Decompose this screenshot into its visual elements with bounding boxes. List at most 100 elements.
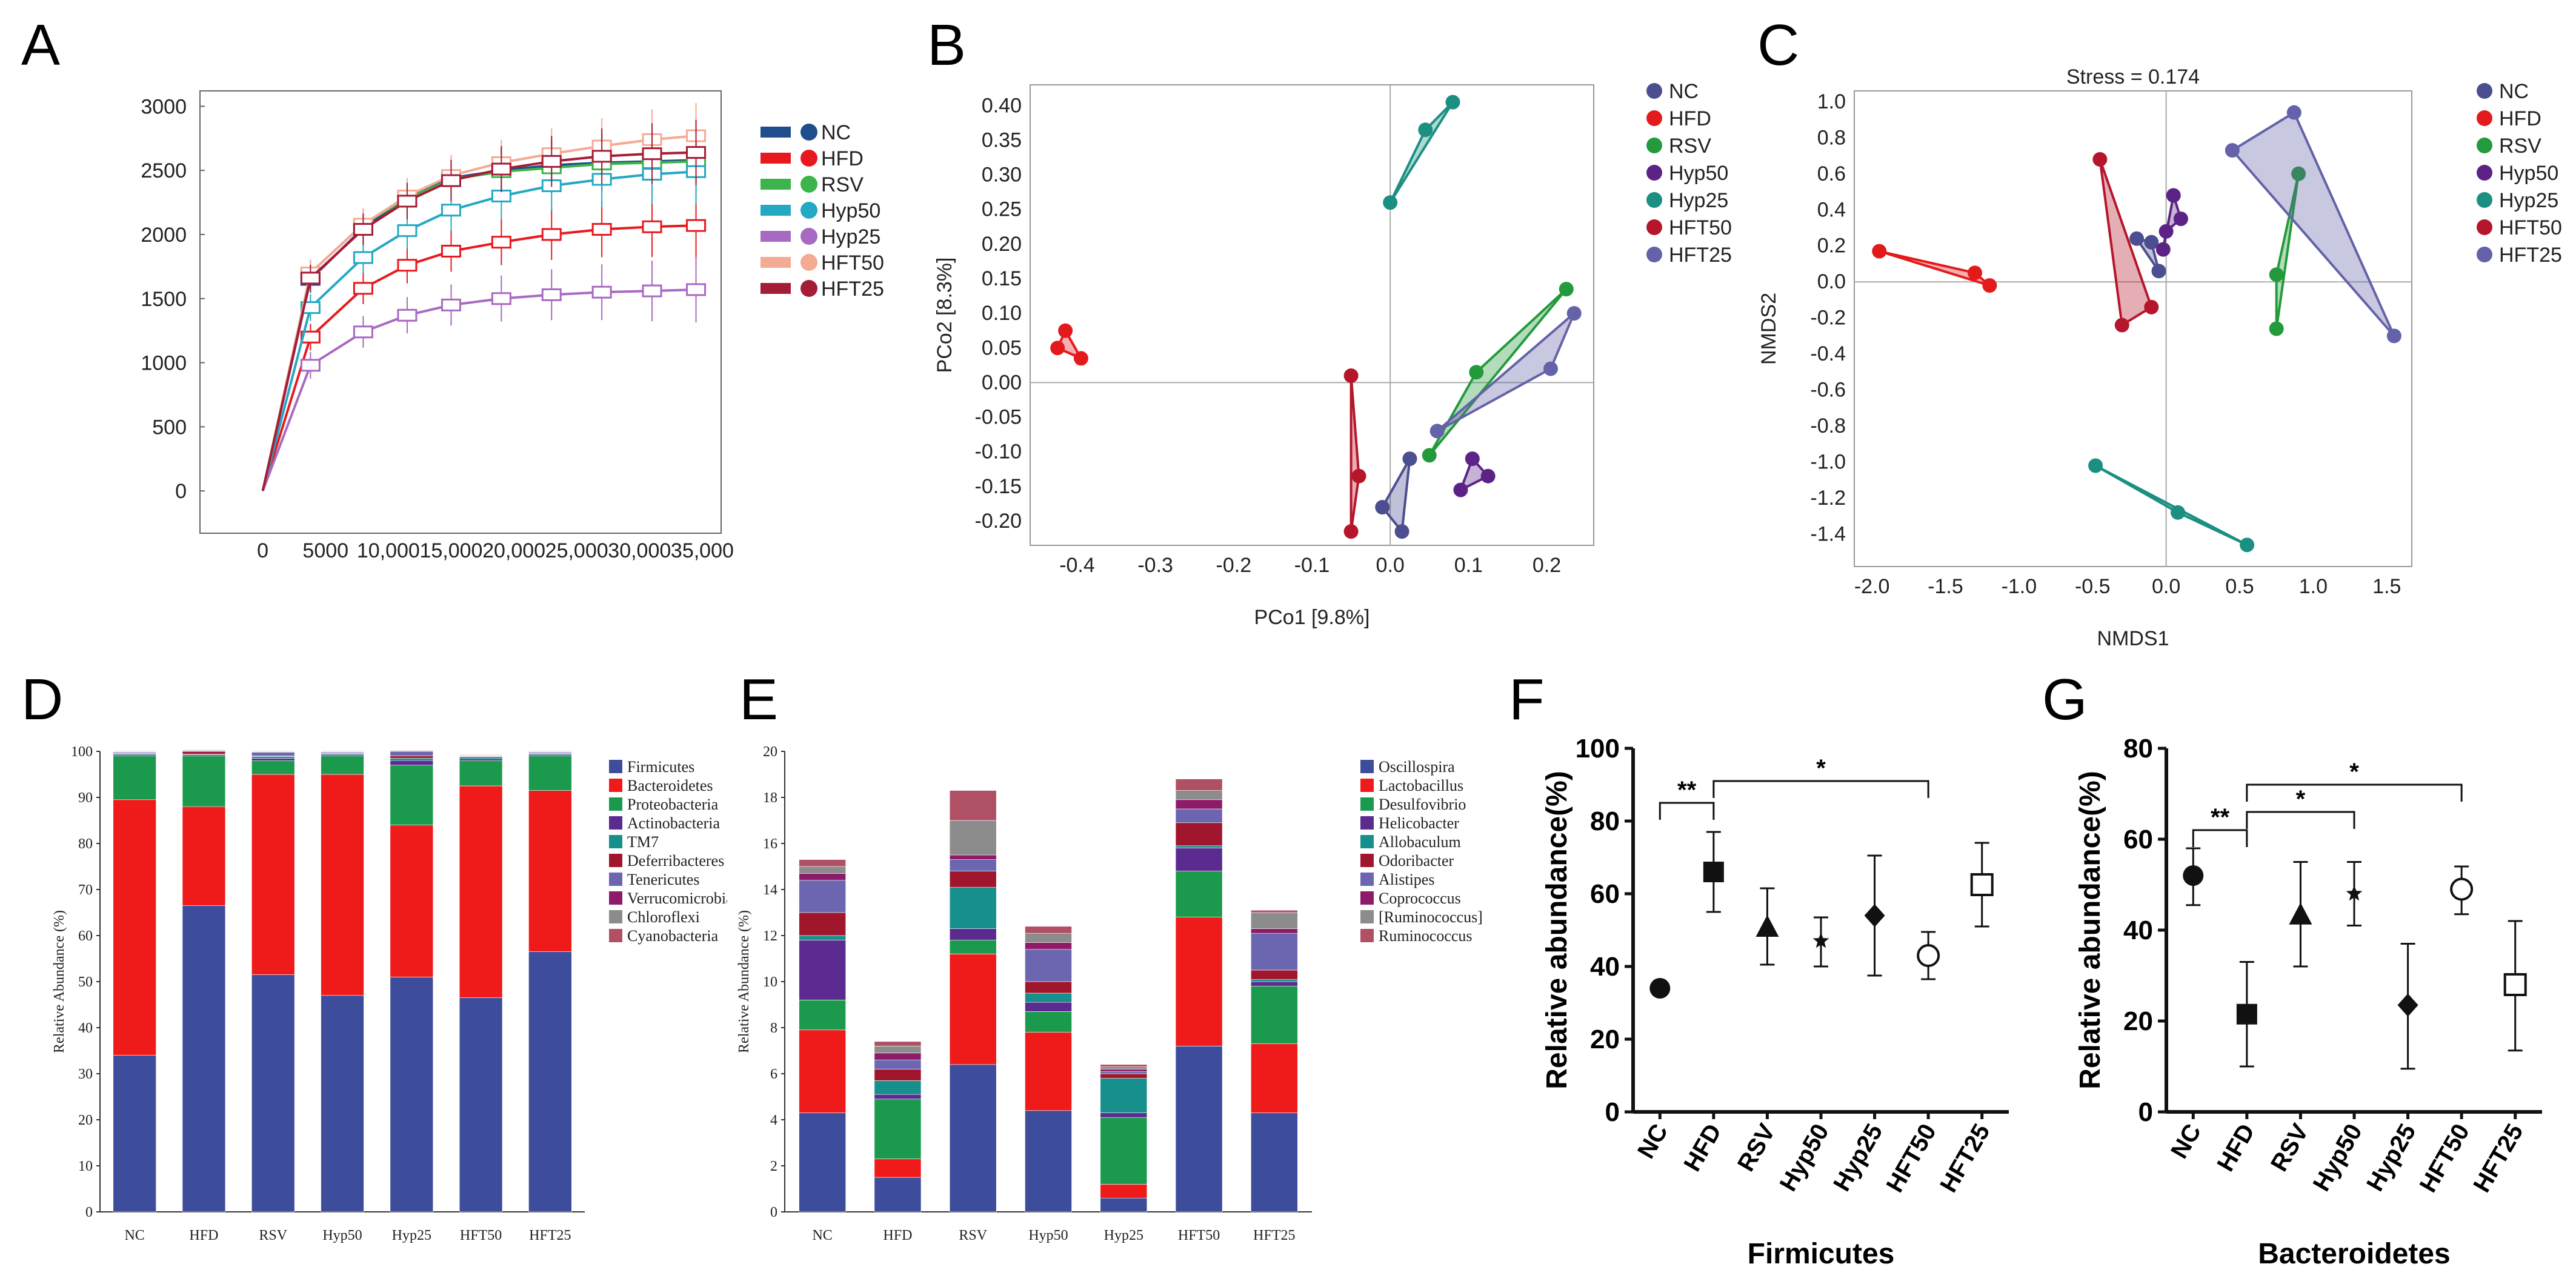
legend-label-firmicutes: Firmicutes [627,758,694,776]
legend-label-hfd: HFD [821,147,864,170]
group-rsv [1422,282,1574,463]
bar-segment-cyanobacteria [390,750,434,751]
legend-marker-hft25 [1646,247,1662,262]
y-tick-label: 30 [78,1066,93,1082]
legend-marker-hyp25 [2477,192,2492,208]
bar-segment-firmicutes [251,974,295,1212]
bar-rsv [251,750,295,1212]
bar-hyp50 [1025,926,1072,1212]
y-tick-label: 18 [763,790,777,806]
legend-label-rsv: RSV [1669,135,1711,158]
bar-segment-odoribacter [1100,1073,1148,1079]
y-tick-label: 80 [1590,806,1620,836]
point-hfd [2236,961,2257,1068]
point-hft25 [1566,306,1582,321]
legend-label-hft25: HFT25 [1669,244,1732,267]
bar-segment-odoribacter [1025,981,1072,994]
point-hft50 [1351,468,1366,484]
x-tick-label: RSV [259,1228,287,1243]
bar-segment-bacteroidetes [251,774,295,975]
legend-swatch-desulfovibrio [1360,797,1374,811]
significance-bracket: * [2246,759,2463,802]
x-tick-label: -0.4 [1059,554,1095,577]
series-line-hyp25 [261,288,696,491]
bar-segment-oscillospira [1175,1046,1223,1212]
mean-marker [1703,862,1724,882]
y-tick-label: 0.6 [1817,162,1846,185]
bar-hyp25 [1100,1064,1148,1212]
x-tick-label: NC [1632,1120,1673,1163]
hull-nc [1380,458,1411,535]
data-point [642,147,662,161]
group-hyp50 [1453,451,1496,497]
bar-segment-firmicutes [390,977,434,1212]
legend-marker-hft25 [800,280,817,297]
x-tick-label: -0.5 [2075,575,2111,598]
hull-hft50 [2098,159,2153,327]
y-tick-label: 0.00 [982,371,1022,394]
panel-label-a: A [21,13,61,78]
y-tick-label: -1.4 [1810,522,1846,545]
data-point [541,155,562,168]
legend-label-allobaculum: Allobaculum [1379,833,1461,851]
bar-segment-odoribacter [1175,822,1223,846]
bar-segment-helicobacter [1175,848,1223,871]
y-axis-title: Relative abundance(%) [1541,771,1573,1089]
data-point [441,298,461,311]
y-tick-label: 12 [763,928,777,944]
y-tick-label: 0.20 [982,233,1022,256]
y-tick-label: 0 [1605,1097,1620,1127]
legend-marker-hfd [1646,110,1662,126]
legend-label-hyp25: Hyp25 [821,225,880,248]
point-hyp25 [1383,195,1398,210]
x-tick-label: HFT50 [2415,1120,2475,1197]
x-axis-title: Firmicutes [1748,1238,1895,1270]
bar-segment-oscillospira [799,1112,846,1212]
bar-segment-tm7 [251,756,295,759]
legend-label-hyp25: Hyp25 [1669,189,1728,212]
bar-segment-ruminococcus [1100,1066,1148,1069]
y-tick-label: 6 [770,1066,777,1082]
x-tick-label: 1.5 [2372,575,2401,598]
bar-segment-desulfovibrio [1251,986,1298,1044]
data-point [353,223,373,236]
x-tick-label: 25,000 [545,539,608,562]
point-nc [2183,847,2204,906]
data-point [642,220,662,233]
data-point [300,271,321,285]
x-tick-label: HFT25 [2468,1120,2528,1197]
y-tick-label: 0.10 [982,302,1022,325]
point-hyp50 [1453,482,1468,497]
bar-segment-lactobacillus [949,954,997,1065]
x-tick-label: HFT50 [460,1228,502,1243]
significance-bracket: * [1712,755,1929,798]
bar-segment-oscillospira [1251,1112,1298,1212]
data-point [591,150,612,163]
point-hft50 [1917,931,1940,980]
y-tick-label: 20 [763,744,777,760]
x-tick-label: HFT50 [1882,1120,1942,1197]
mean-marker [1970,873,1994,896]
legend-label-hyp50: Hyp50 [2499,162,2558,185]
y-axis-title: Relative Abundance (%) [52,910,67,1053]
point-hyp25 [1864,854,1885,977]
x-tick-label: HFD [1679,1120,1726,1176]
chart-d-phylum-stack: 0 10 20 30 40 50 60 70 80 90 100 Relative Abundance… [52,744,727,1243]
series-line-rsv [261,160,696,491]
legend-label-deferribacteres: Deferribacteres [627,852,724,870]
group-hyp25 [2088,458,2255,553]
legend-marker-rsv [1646,138,1662,153]
legend-label-hyp50: Hyp50 [1669,162,1728,185]
bar-segment-actinobacteria [113,754,156,756]
point-rsv [2291,166,2306,181]
bar-hfd [874,1041,922,1212]
bar-segment-allobaculum [799,935,846,940]
series-line-hft50 [261,135,696,491]
legend-swatch-actinobacteria [609,816,622,830]
data-point [397,308,418,322]
significance-bracket: ** [1659,777,1715,820]
chart-c-nmds: -1.4 -1.2 -1.0 -0.8 -0.6 -0.4 -0.2 0.0 0.2 0.4 0.6… [1757,65,2562,650]
bar-segment-helicobacter [799,940,846,1000]
bar-segment-helicobacter [1100,1112,1148,1118]
